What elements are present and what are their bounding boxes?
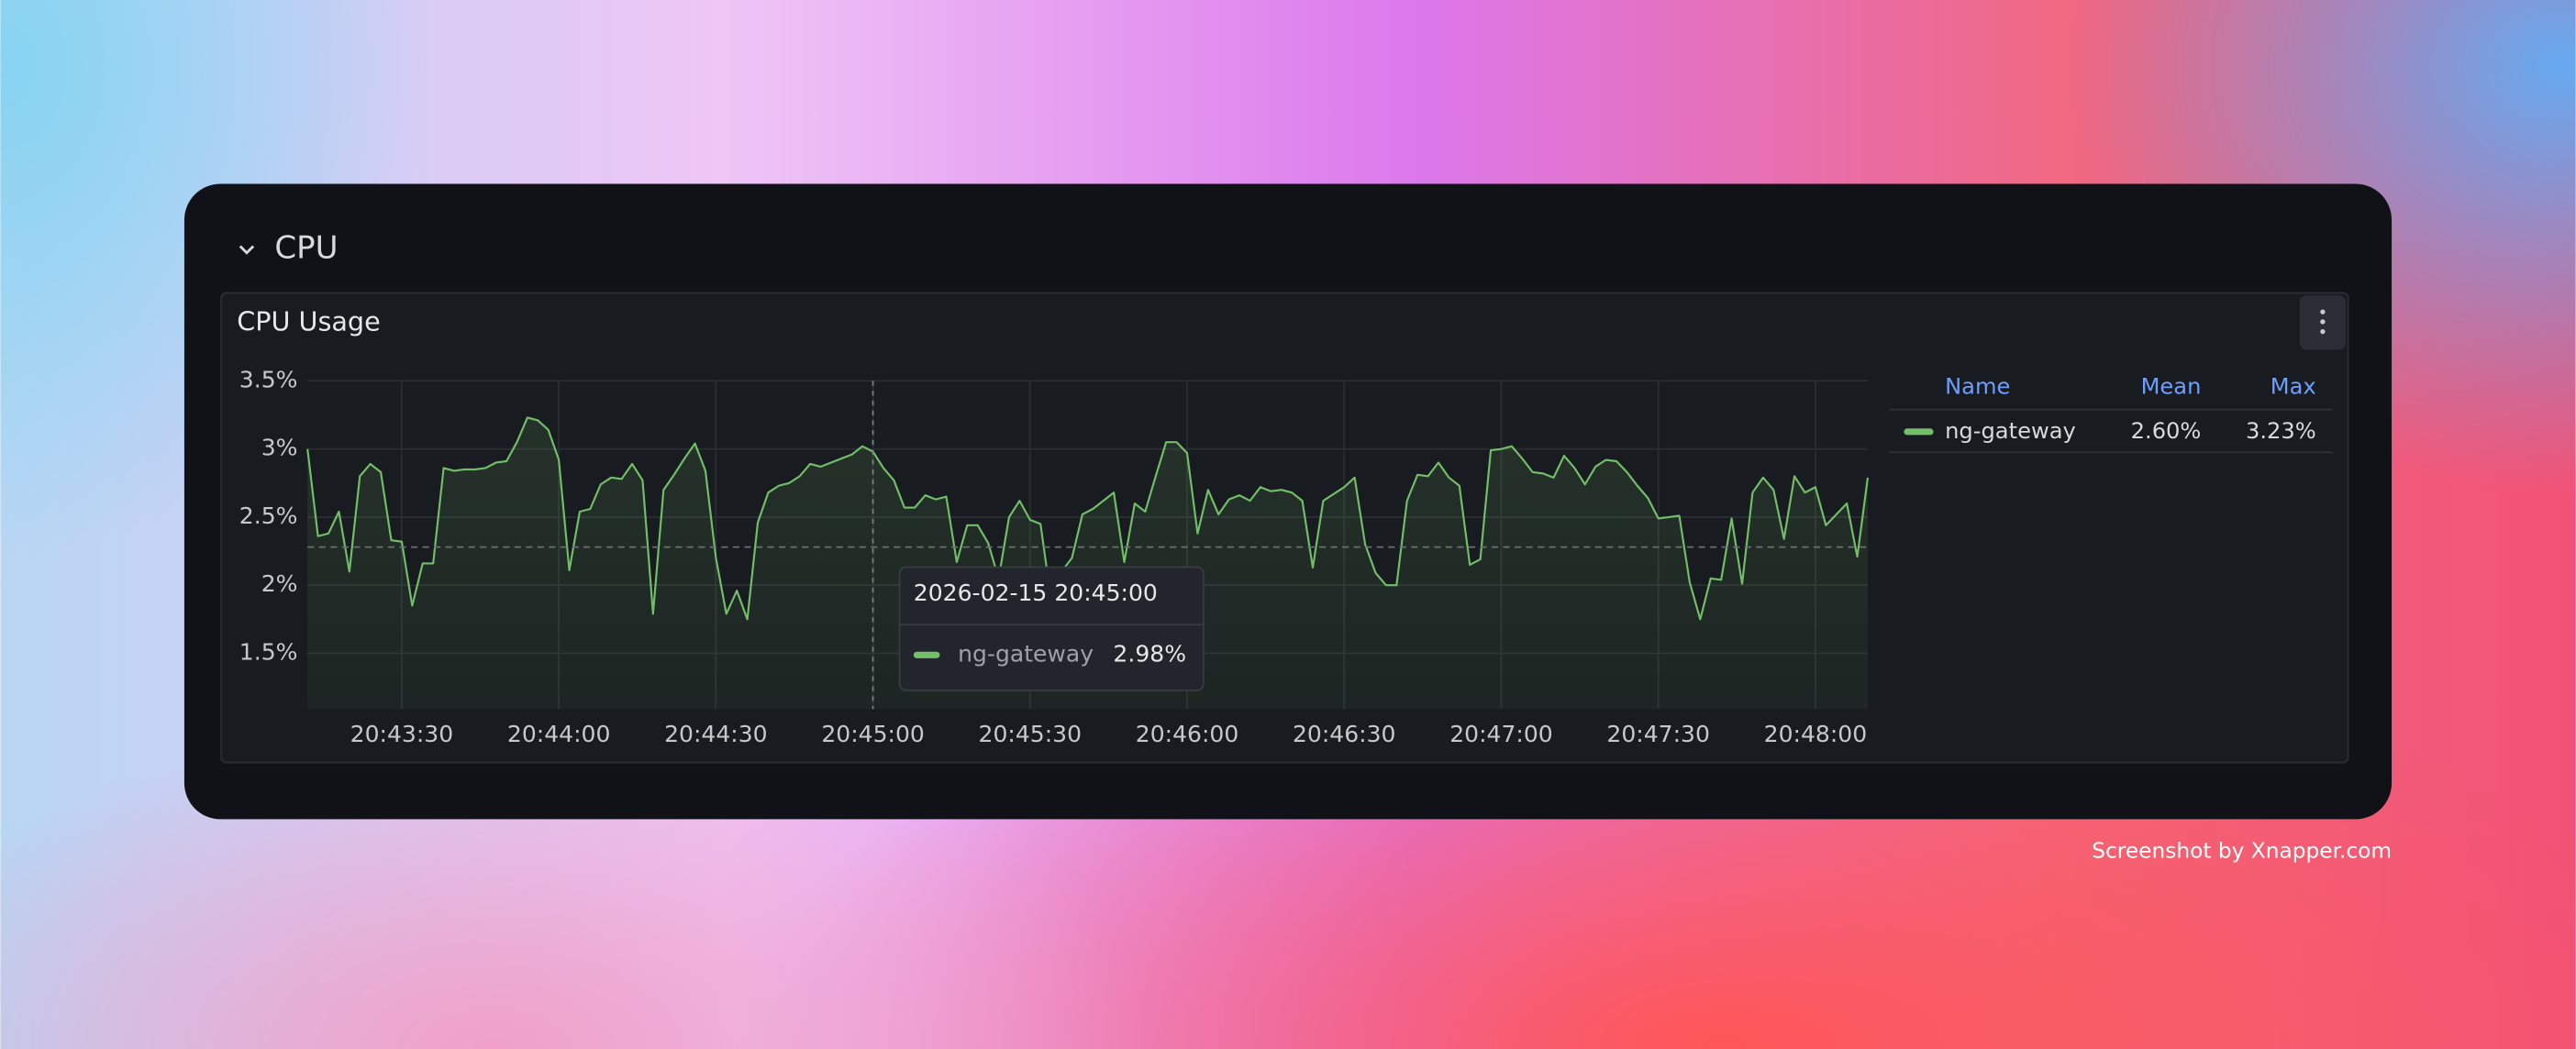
tooltip: 2026-02-15 20:45:00 ng-gateway 2.98% [898,566,1205,691]
x-tick-label: 20:45:00 [821,721,925,747]
legend-name[interactable]: ng-gateway [1945,418,2076,444]
x-tick-label: 20:47:00 [1449,721,1553,747]
x-tick-label: 20:44:30 [664,721,768,747]
legend-mean: 2.60% [2131,418,2202,444]
y-tick-label: 2% [261,570,298,597]
x-tick-label: 20:48:00 [1764,721,1868,747]
y-tick-label: 3% [261,435,298,461]
legend-max: 3.23% [2246,418,2316,444]
section-title[interactable]: CPU [274,230,338,267]
menu-dot [2320,328,2326,335]
y-tick-label: 2.5% [239,502,298,529]
tooltip-time: 2026-02-15 20:45:00 [914,580,1158,606]
x-tick-label: 20:46:00 [1136,721,1239,747]
panel-title: CPU Usage [237,306,381,337]
y-tick-label: 3.5% [239,366,298,392]
legend-header[interactable]: Max [2271,374,2316,400]
y-tick-label: 1.5% [239,638,298,665]
legend-table: Name Mean Max ng-gateway 2.60% 3.23% [1889,374,2333,454]
menu-dot [2320,309,2326,315]
tooltip-series: ng-gateway [958,640,1094,667]
x-tick-label: 20:44:00 [507,721,610,747]
watermark: Screenshot by Xnapper.com [2092,839,2392,864]
collapse-chevron[interactable] [239,245,255,255]
x-tick-label: 20:47:30 [1606,721,1709,747]
menu-dot [2320,319,2326,325]
x-tick-label: 20:45:30 [979,721,1083,747]
x-tick-label: 20:46:30 [1293,721,1396,747]
series-area [307,417,1868,710]
series-line [306,416,1870,621]
legend-header[interactable]: Mean [2141,374,2202,400]
tooltip-box [898,566,1205,691]
plot: 1.5% 2% 2.5% 3% 3.5% 20:43:30 20:44:00 20:44:30… [239,366,1870,747]
x-tick-label: 20:43:30 [350,721,454,747]
tooltip-value: 2.98% [1113,640,1186,667]
legend-header[interactable]: Name [1945,374,2010,400]
